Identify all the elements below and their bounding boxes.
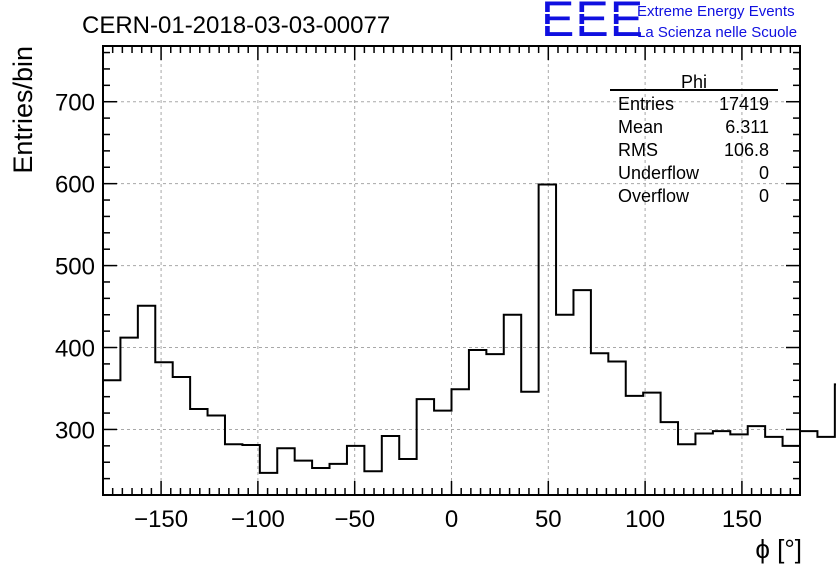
x-tick-label: 50	[535, 506, 562, 533]
eee-logo-letters: EEE	[541, 0, 645, 47]
eee-logo-line2: La Scienza nelle Scuole	[637, 24, 798, 41]
x-tick-label: −150	[134, 506, 188, 533]
stats-row-value: 17419	[719, 94, 769, 114]
stats-row-label: Underflow	[618, 163, 700, 183]
x-axis-label: ϕ [°]	[755, 534, 802, 564]
stats-box: Phi Entries 17419 Mean 6.311 RMS 106.8 Underfl…	[610, 72, 778, 206]
eee-logo-line1: Extreme Energy Events	[637, 3, 795, 20]
chart-title: CERN-01-2018-03-03-00077	[82, 12, 390, 39]
stats-row-value: 106.8	[724, 140, 769, 160]
stats-row-label: RMS	[618, 140, 658, 160]
y-tick-label: 400	[55, 336, 95, 363]
x-tick-label: 150	[722, 506, 762, 533]
x-tick-label: −50	[334, 506, 375, 533]
histogram-series	[103, 183, 836, 474]
grid-lines	[103, 46, 800, 495]
x-tick-label: 0	[445, 506, 458, 533]
y-axis-label: Entries/bin	[8, 46, 38, 174]
y-tick-label: 300	[55, 417, 95, 444]
y-tick-label: 700	[55, 90, 95, 117]
stats-row-label: Mean	[618, 117, 663, 137]
stats-row-label: Entries	[618, 94, 674, 114]
axis-ticks	[103, 46, 800, 495]
stats-row-label: Overflow	[618, 186, 690, 206]
y-tick-label: 500	[55, 254, 95, 281]
stats-title: Phi	[681, 72, 707, 92]
x-tick-label: 100	[625, 506, 665, 533]
y-tick-label: 600	[55, 172, 95, 199]
tick-labels: −150 −100 −50 0 50 100 150 300 400 500 600 700	[55, 90, 762, 533]
stats-row-value: 0	[759, 163, 769, 183]
stats-row-value: 6.311	[725, 117, 769, 137]
stats-row-value: 0	[759, 186, 769, 206]
x-tick-label: −100	[231, 506, 285, 533]
